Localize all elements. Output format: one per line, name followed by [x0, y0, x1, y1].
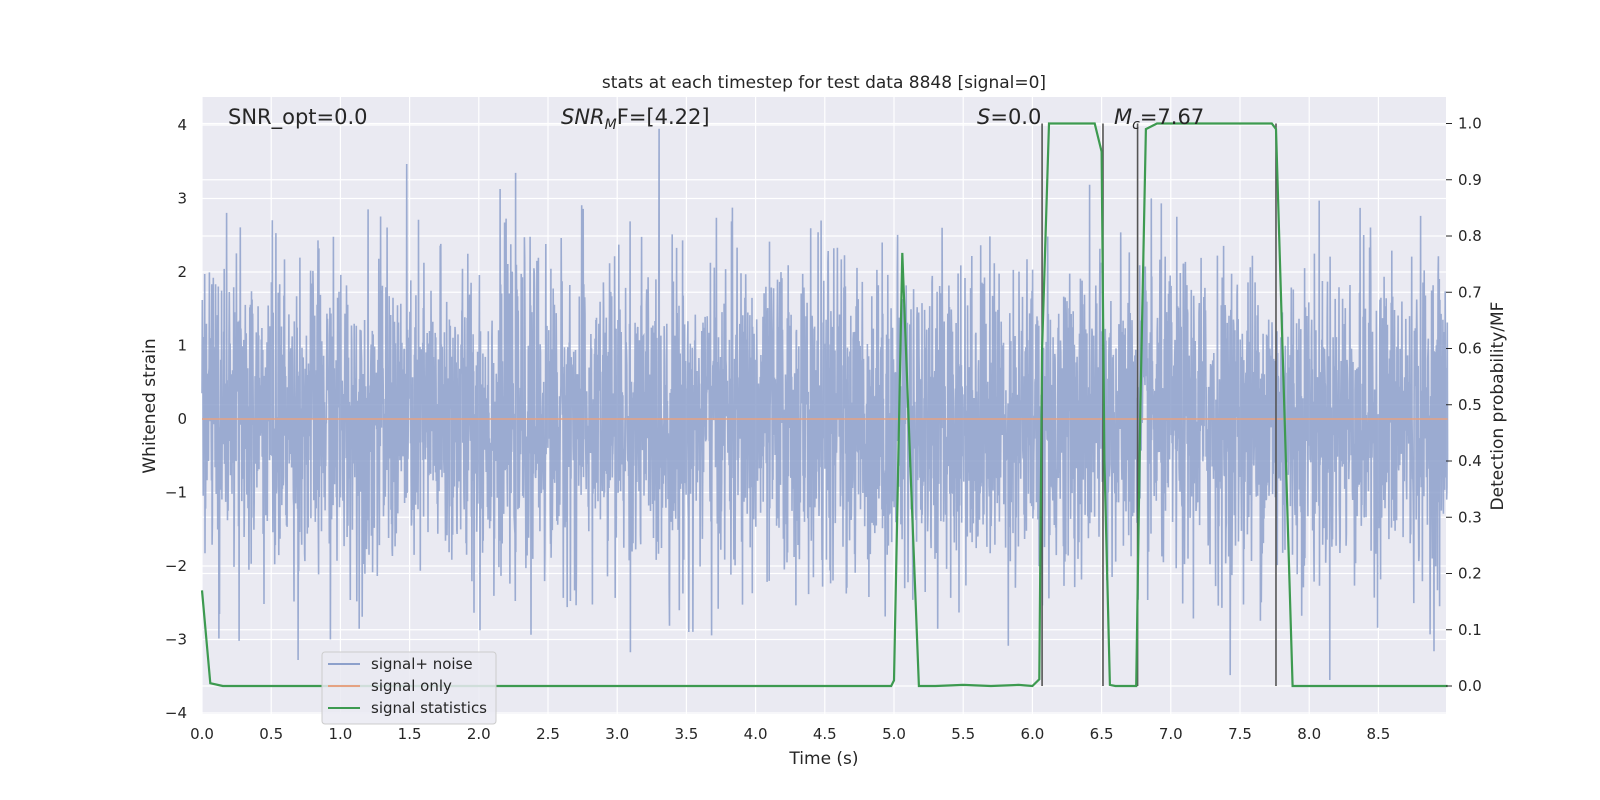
y-tick-label-right: 0.0	[1458, 677, 1482, 695]
x-tick-label: 6.5	[1090, 725, 1114, 743]
y-tick-label-right: 0.2	[1458, 565, 1482, 583]
x-tick-label: 2.5	[536, 725, 560, 743]
x-tick-label: 7.0	[1159, 725, 1183, 743]
x-tick-label: 1.5	[398, 725, 422, 743]
annotation-snr-mf: SNRMF=[4.22]	[561, 105, 710, 133]
y-tick-label-right: 0.6	[1458, 340, 1482, 358]
x-tick-label: 5.5	[951, 725, 975, 743]
signal-statistics-line	[200, 122, 1448, 688]
noise-series	[201, 128, 1449, 681]
y-tick-label-left: −1	[165, 484, 187, 502]
x-tick-label: 8.5	[1366, 725, 1390, 743]
annotation-s: S=0.0	[977, 105, 1041, 129]
chart-title: stats at each timestep for test data 884…	[602, 73, 1046, 93]
legend-label-statistics: signal statistics	[371, 699, 487, 717]
signal-statistics-series	[200, 122, 1448, 688]
y-tick-label-left: 2	[177, 263, 187, 281]
y-tick-label-right: 1.0	[1458, 115, 1482, 133]
y-axis-label-left: Whitened strain	[140, 338, 160, 473]
y-tick-label-left: −3	[165, 631, 187, 649]
y-tick-label-left: 1	[177, 337, 187, 355]
annotation-snr-opt: SNR_opt=0.0	[228, 105, 368, 130]
x-tick-label: 6.0	[1020, 725, 1044, 743]
x-tick-label: 1.0	[328, 725, 352, 743]
x-tick-label: 0.5	[259, 725, 283, 743]
y-axis-label-right: Detection probability/MF	[1488, 302, 1508, 511]
legend: signal+ noise signal only signal statist…	[321, 651, 497, 725]
ticks: 0.0 0.5 1.0 1.5 2.0 2.5 3.0 3.5 4.0 4.5 5.0 5.5 6.0 6…	[165, 115, 1482, 744]
x-tick-label: 8.0	[1297, 725, 1321, 743]
y-tick-label-left: 4	[177, 116, 187, 134]
y-tick-label-left: −4	[165, 704, 187, 722]
x-tick-label: 3.0	[605, 725, 629, 743]
x-tick-label: 3.5	[674, 725, 698, 743]
y-tick-label-left: 0	[177, 410, 187, 428]
signal-noise-line	[201, 128, 1449, 681]
y-tick-label-right: 0.4	[1458, 452, 1482, 470]
y-tick-label-right: 0.9	[1458, 171, 1482, 189]
annotation-mc: Mc=7.67	[1114, 105, 1204, 133]
legend-label-signal-only: signal only	[371, 677, 452, 695]
x-tick-label: 4.5	[813, 725, 837, 743]
y-tick-label-left: −2	[165, 557, 187, 575]
y-tick-label-right: 0.7	[1458, 283, 1482, 301]
x-axis-label: Time (s)	[788, 749, 858, 769]
x-tick-label: 5.0	[882, 725, 906, 743]
y-tick-label-right: 0.5	[1458, 396, 1482, 414]
y-tick-label-left: 3	[177, 190, 187, 208]
legend-box	[321, 651, 497, 725]
legend-label-noise: signal+ noise	[371, 655, 473, 673]
y-tick-label-right: 0.8	[1458, 227, 1482, 245]
x-tick-label: 0.0	[190, 725, 214, 743]
y-tick-label-right: 0.3	[1458, 508, 1482, 526]
x-tick-label: 7.5	[1228, 725, 1252, 743]
x-tick-label: 4.0	[744, 725, 768, 743]
x-tick-label: 2.0	[467, 725, 491, 743]
y-tick-label-right: 0.1	[1458, 621, 1482, 639]
